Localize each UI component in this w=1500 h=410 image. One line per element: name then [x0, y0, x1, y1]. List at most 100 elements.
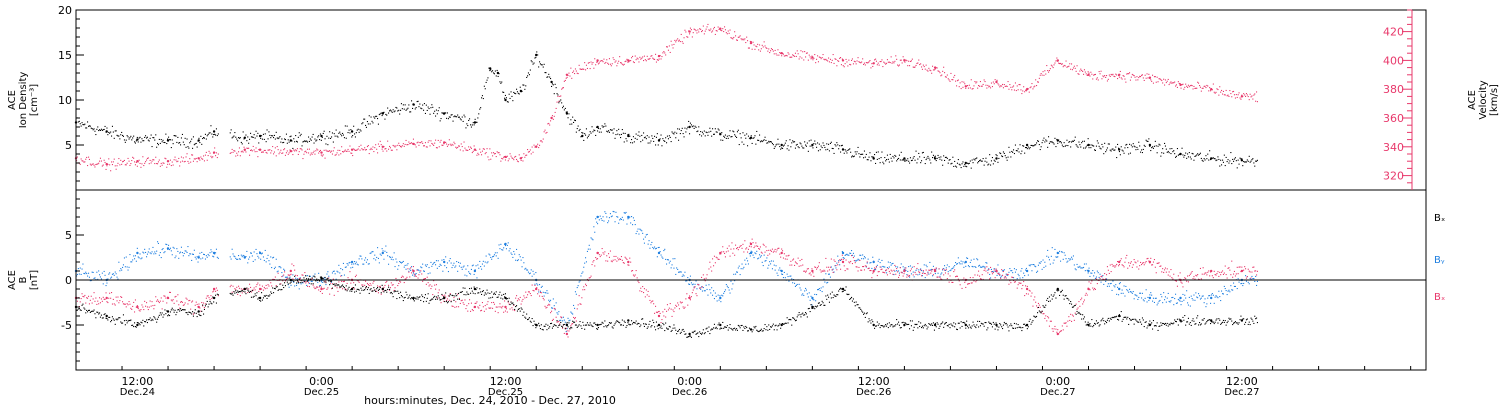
ion-density-sample: [787, 145, 789, 147]
by-component-sample: [266, 257, 268, 259]
ion-density-sample: [754, 135, 756, 137]
by-component-sample: [538, 291, 540, 293]
solar-wind-velocity-sample: [632, 55, 634, 57]
by-component-sample: [709, 289, 711, 291]
solar-wind-velocity-sample: [741, 39, 743, 41]
solar-wind-velocity-sample: [411, 142, 413, 144]
solar-wind-velocity-sample: [423, 145, 425, 147]
by-component-sample: [273, 268, 275, 270]
ion-density-sample: [156, 146, 158, 148]
by-component-sample: [1224, 288, 1226, 290]
ion-density-sample: [445, 112, 447, 114]
ion-density-sample: [665, 137, 667, 139]
solar-wind-velocity-sample: [661, 56, 663, 58]
solar-wind-velocity-sample: [1116, 74, 1118, 76]
bz-component-sample: [802, 264, 804, 266]
ion-density-sample: [337, 136, 339, 138]
bz-component-sample: [310, 278, 312, 280]
ion-density-sample: [342, 134, 344, 136]
solar-wind-velocity-sample: [842, 65, 844, 67]
solar-wind-velocity-sample: [175, 159, 177, 161]
solar-wind-velocity-sample: [113, 158, 115, 160]
ion-density-sample: [1032, 145, 1034, 147]
by-component-sample: [891, 263, 893, 265]
ion-density-sample: [504, 97, 506, 99]
ion-density-sample: [193, 144, 195, 146]
by-component-sample: [978, 265, 980, 267]
solar-wind-velocity-sample: [754, 48, 756, 50]
solar-wind-velocity-sample: [1002, 87, 1004, 89]
ion-density-sample: [1234, 157, 1236, 159]
solar-wind-velocity-sample: [485, 152, 487, 154]
by-component-point: [811, 296, 814, 300]
ion-density-sample: [280, 141, 282, 143]
bz-component-sample: [451, 305, 453, 307]
bz-component-sample: [885, 269, 887, 271]
bz-component-sample: [900, 271, 902, 273]
bz-component-sample: [531, 284, 533, 286]
solar-wind-velocity-sample: [149, 159, 151, 161]
by-component-sample: [910, 273, 912, 275]
by-component-sample: [498, 244, 500, 246]
ion-density-sample: [957, 159, 959, 161]
by-component-sample: [273, 256, 275, 258]
by-component-sample: [1157, 302, 1159, 304]
ion-density-sample: [238, 137, 240, 139]
ion-density-sample: [164, 142, 166, 144]
ion-density-sample: [1179, 153, 1181, 155]
solar-wind-velocity-sample: [516, 158, 518, 160]
by-component-sample: [1065, 258, 1067, 260]
by-component-sample: [929, 261, 931, 263]
ion-density-sample: [191, 138, 193, 140]
solar-wind-velocity-sample: [528, 151, 530, 153]
solar-wind-velocity-sample: [743, 39, 745, 41]
bz-component-sample: [648, 295, 650, 297]
by-component-sample: [985, 262, 987, 264]
bz-component-sample: [999, 274, 1001, 276]
by-component-sample: [216, 256, 218, 258]
by-component-sample: [493, 255, 495, 257]
solar-wind-velocity-sample: [134, 164, 136, 166]
bz-component-sample: [985, 270, 987, 272]
bz-component-sample: [183, 304, 185, 306]
bz-component-sample: [743, 251, 745, 253]
by-component-sample: [377, 257, 379, 259]
ion-density-sample: [162, 139, 164, 141]
ion-density-sample: [796, 143, 798, 145]
solar-wind-velocity-sample: [534, 146, 536, 148]
solar-wind-velocity-sample: [1160, 79, 1162, 81]
bz-component-sample: [354, 288, 356, 290]
bz-component-sample: [990, 266, 992, 268]
solar-wind-velocity-sample: [562, 87, 564, 89]
by-component-sample: [386, 251, 388, 253]
solar-wind-velocity-sample: [552, 118, 554, 120]
solar-wind-velocity-sample: [398, 142, 400, 144]
by-component-sample: [1081, 267, 1083, 269]
ion-density-sample: [313, 142, 315, 144]
by-component-sample: [638, 233, 640, 235]
solar-wind-velocity-sample: [1177, 81, 1179, 83]
bz-component-sample: [946, 278, 948, 280]
by-component-sample: [136, 247, 138, 249]
ion-density-sample: [944, 159, 946, 161]
bz-component-sample: [318, 289, 320, 291]
by-component-sample: [1256, 280, 1258, 282]
bz-component-sample: [813, 275, 815, 277]
by-component-sample: [457, 270, 459, 272]
ion-density-sample: [982, 158, 984, 160]
bz-component-sample: [192, 313, 194, 315]
bz-component-sample: [949, 275, 951, 277]
ion-density-sample: [246, 140, 248, 142]
solar-wind-velocity-sample: [470, 146, 472, 148]
solar-wind-velocity-sample: [403, 145, 405, 147]
solar-wind-velocity-sample: [545, 132, 547, 134]
by-component-sample: [925, 264, 927, 266]
ion-density-sample: [619, 134, 621, 136]
solar-wind-velocity-sample: [570, 67, 572, 69]
solar-wind-velocity-sample: [581, 68, 583, 70]
solar-wind-velocity-sample: [270, 152, 272, 154]
bz-component-sample: [958, 280, 960, 282]
ion-density-sample: [546, 76, 548, 78]
bz-component-sample: [720, 253, 722, 255]
by-component-sample: [792, 282, 794, 284]
